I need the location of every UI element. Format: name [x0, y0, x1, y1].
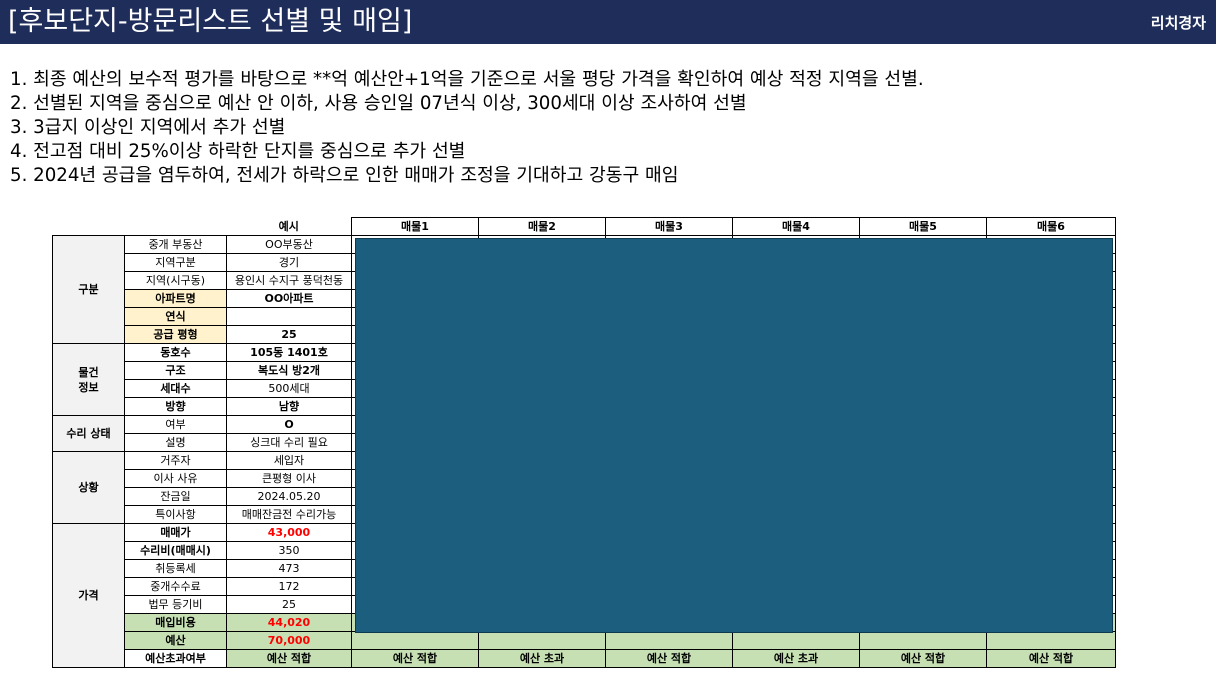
col-header-item4: 매물4 — [732, 217, 860, 236]
example-value: 2024.05.20 — [226, 487, 352, 506]
row-label: 예산초과여부 — [124, 649, 227, 668]
budget-status-item6: 예산 적합 — [986, 649, 1116, 668]
row-label: 이사 사유 — [124, 469, 227, 488]
table-row: 예산 70,000 — [53, 631, 1116, 650]
col-header-item2: 매물2 — [478, 217, 606, 236]
header-bar: [후보단지-방문리스트 선별 및 매임] 리치경자 — [0, 0, 1216, 44]
steps-list: 1. 최종 예산의 보수적 평가를 바탕으로 **억 예산안+1억을 기준으로 … — [10, 68, 1210, 188]
row-label: 연식 — [124, 307, 227, 326]
example-value: 44,020 — [226, 613, 352, 632]
budget-status-item3: 예산 적합 — [605, 649, 733, 668]
budget-status-item2: 예산 초과 — [478, 649, 606, 668]
example-value: 예산 적합 — [226, 649, 352, 668]
example-value: 복도식 방2개 — [226, 361, 352, 380]
col-header-item5: 매물5 — [859, 217, 987, 236]
table-row: 예산초과여부 예산 적합 예산 적합 예산 초과 예산 적합 예산 초과 예산 … — [53, 649, 1116, 668]
step-item: 5. 2024년 공급을 염두하여, 전세가 하락으로 인한 매매가 조정을 기… — [10, 165, 679, 186]
row-label: 법무 등기비 — [124, 595, 227, 614]
row-label: 설명 — [124, 433, 227, 452]
example-value: 용인시 수지구 풍덕천동 — [226, 271, 352, 290]
row-label: 거주자 — [124, 451, 227, 470]
example-value: 25 — [226, 595, 352, 614]
row-label: 잔금일 — [124, 487, 227, 506]
col-header-example: 예시 — [278, 219, 299, 233]
example-value: 경기 — [226, 253, 352, 272]
row-label: 취등록세 — [124, 559, 227, 578]
example-value: OO아파트 — [226, 289, 352, 308]
page-title: [후보단지-방문리스트 선별 및 매임] — [8, 6, 413, 37]
col-header-item3: 매물3 — [605, 217, 733, 236]
row-label: 아파트명 — [124, 289, 227, 308]
col-header-item6: 매물6 — [986, 217, 1116, 236]
row-label: 중개수수료 — [124, 577, 227, 596]
example-value: 172 — [226, 577, 352, 596]
budget-status-item1: 예산 적합 — [351, 649, 479, 668]
row-label: 지역(시구동) — [124, 271, 227, 290]
example-value: 350 — [226, 541, 352, 560]
blank-cell — [53, 218, 125, 236]
row-label: 여부 — [124, 415, 227, 434]
step-item: 3. 3급지 이상인 지역에서 추가 선별 — [10, 117, 286, 138]
row-label: 동호수 — [124, 343, 227, 362]
example-value: 43,000 — [226, 523, 352, 542]
example-value: O — [226, 415, 352, 434]
example-value: 105동 1401호 — [226, 343, 352, 362]
row-label: 세대수 — [124, 379, 227, 398]
section-basic: 구분 — [52, 235, 125, 344]
example-value: 25 — [226, 325, 352, 344]
section-price: 가격 — [52, 523, 125, 668]
budget-status-item5: 예산 적합 — [859, 649, 987, 668]
example-value: 500세대 — [226, 379, 352, 398]
step-item: 2. 선별된 지역을 중심으로 예산 안 이하, 사용 승인일 07년식 이상,… — [10, 93, 747, 114]
step-item: 1. 최종 예산의 보수적 평가를 바탕으로 **억 예산안+1억을 기준으로 … — [10, 69, 924, 90]
step-item: 4. 전고점 대비 25%이상 하락한 단지를 중심으로 추가 선별 — [10, 141, 466, 162]
row-label: 공급 평형 — [124, 325, 227, 344]
example-value: 70,000 — [226, 631, 352, 650]
row-label: 매매가 — [124, 523, 227, 542]
row-label: 구조 — [124, 361, 227, 380]
section-situation: 상황 — [52, 451, 125, 524]
example-value: 남향 — [226, 397, 352, 416]
blank-cell — [125, 218, 227, 236]
example-value: 싱크대 수리 필요 — [226, 433, 352, 452]
row-label: 매입비용 — [124, 613, 227, 632]
section-info: 물건 정보 — [52, 343, 125, 416]
example-value: 큰평형 이사 — [226, 469, 352, 488]
col-header-item1: 매물1 — [351, 217, 479, 236]
brand-label: 리치경자 — [1150, 14, 1206, 32]
row-label: 중개 부동산 — [124, 235, 227, 254]
row-label: 수리비(매매시) — [124, 541, 227, 560]
example-value — [226, 307, 352, 326]
row-label: 특이사항 — [124, 505, 227, 524]
example-value: 473 — [226, 559, 352, 578]
section-repair: 수리 상태 — [52, 415, 125, 452]
table-header-row: 예시 매물1 매물2 매물3 매물4 매물5 매물6 — [53, 217, 1116, 236]
row-label: 지역구분 — [124, 253, 227, 272]
example-value: 매매잔금전 수리가능 — [226, 505, 352, 524]
row-label: 예산 — [124, 631, 227, 650]
row-label: 방향 — [124, 397, 227, 416]
example-value: OO부동산 — [226, 235, 352, 254]
redaction-overlay — [355, 238, 1113, 633]
example-value: 세입자 — [226, 451, 352, 470]
budget-status-item4: 예산 초과 — [732, 649, 860, 668]
